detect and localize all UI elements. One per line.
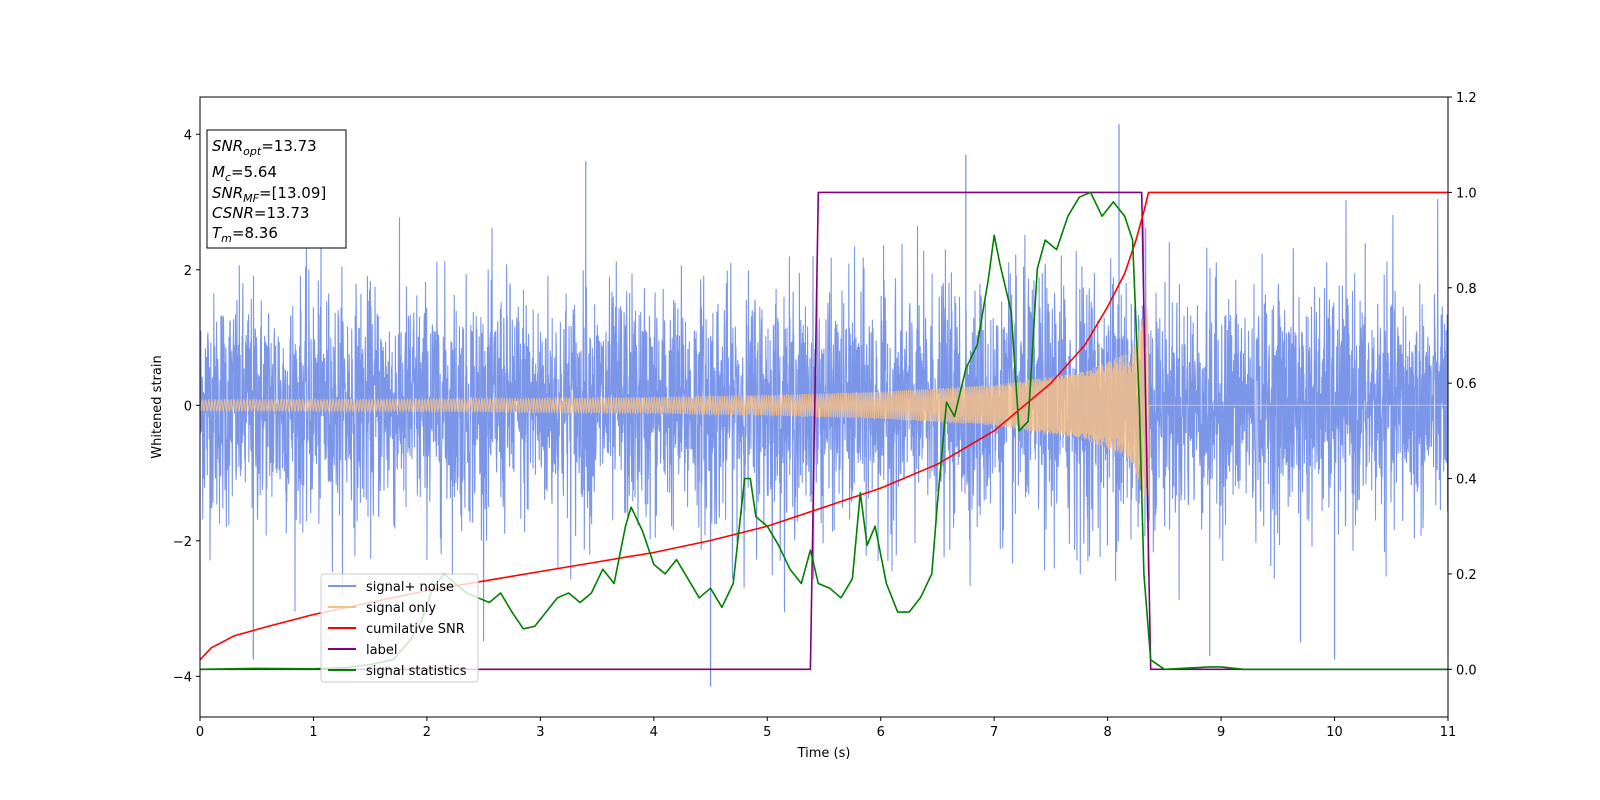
y-right-tick-label: 0.2 [1456, 568, 1477, 583]
y-right-tick-label: 0.0 [1456, 663, 1477, 678]
x-tick-label: 6 [877, 725, 885, 740]
x-tick-label: 0 [196, 725, 204, 740]
y-right-tick-label: 1.0 [1456, 186, 1477, 201]
legend-label: cumilative SNR [366, 622, 465, 637]
x-tick-label: 9 [1217, 725, 1225, 740]
series-label [200, 191, 1448, 671]
info-csnr: CSNR=13.73 [212, 204, 309, 222]
info-tm: Tm=8.36 [212, 224, 278, 245]
legend-label: signal only [366, 601, 436, 616]
legend-frame [320, 573, 479, 683]
series-layer [200, 124, 1448, 687]
x-tick-label: 5 [763, 725, 771, 740]
legend-label: signal statistics [366, 664, 467, 679]
series-signal-plus-noise [200, 198, 1448, 642]
y-axis-left: −4 −2 0 2 4 [173, 128, 200, 685]
y-axis-label: Whitened strain [150, 355, 165, 458]
legend-label: signal+ noise [366, 580, 454, 595]
info-box: SNRopt=13.73 Mc=5.64SNRMF=[13.09]CSNR=13.… [206, 129, 347, 249]
info-box-frame [206, 129, 347, 249]
info-snrmf: SNRMF=[13.09] [212, 184, 326, 205]
y-right-tick-label: 1.2 [1456, 91, 1477, 106]
x-tick-label: 7 [990, 725, 998, 740]
plot-frame [199, 96, 1449, 718]
y-left-tick-label: −4 [173, 670, 192, 685]
y-right-tick-label: 0.4 [1456, 473, 1477, 488]
y-right-tick-label: 0.6 [1456, 377, 1477, 392]
y-right-tick-label: 0.8 [1456, 282, 1477, 297]
x-axis: 0 1 2 3 4 5 6 7 8 9 10 11 [196, 717, 1456, 740]
x-axis-label: Time (s) [797, 746, 851, 761]
y-left-tick-label: 0 [184, 399, 192, 414]
y-left-tick-label: 2 [184, 264, 192, 279]
info-mc: Mc=5.64 [212, 163, 277, 184]
x-tick-label: 11 [1440, 725, 1457, 740]
series-signal-only [200, 307, 1448, 497]
y-left-tick-label: −2 [173, 535, 192, 550]
y-left-tick-label: 4 [184, 128, 192, 143]
legend-label: label [366, 643, 397, 658]
x-tick-label: 4 [650, 725, 658, 740]
info-snropt: SNRopt=13.73 [212, 137, 317, 158]
x-tick-label: 8 [1103, 725, 1111, 740]
y-axis-right: 0.0 0.2 0.4 0.6 0.8 1.0 1.2 [1448, 91, 1477, 678]
x-tick-label: 3 [536, 725, 544, 740]
legend: signal+ noise signal only cumilative SNR la… [320, 573, 479, 683]
x-tick-label: 10 [1326, 725, 1343, 740]
x-tick-label: 1 [309, 725, 317, 740]
x-tick-label: 2 [423, 725, 431, 740]
series-signal-statistics [200, 191, 1448, 671]
